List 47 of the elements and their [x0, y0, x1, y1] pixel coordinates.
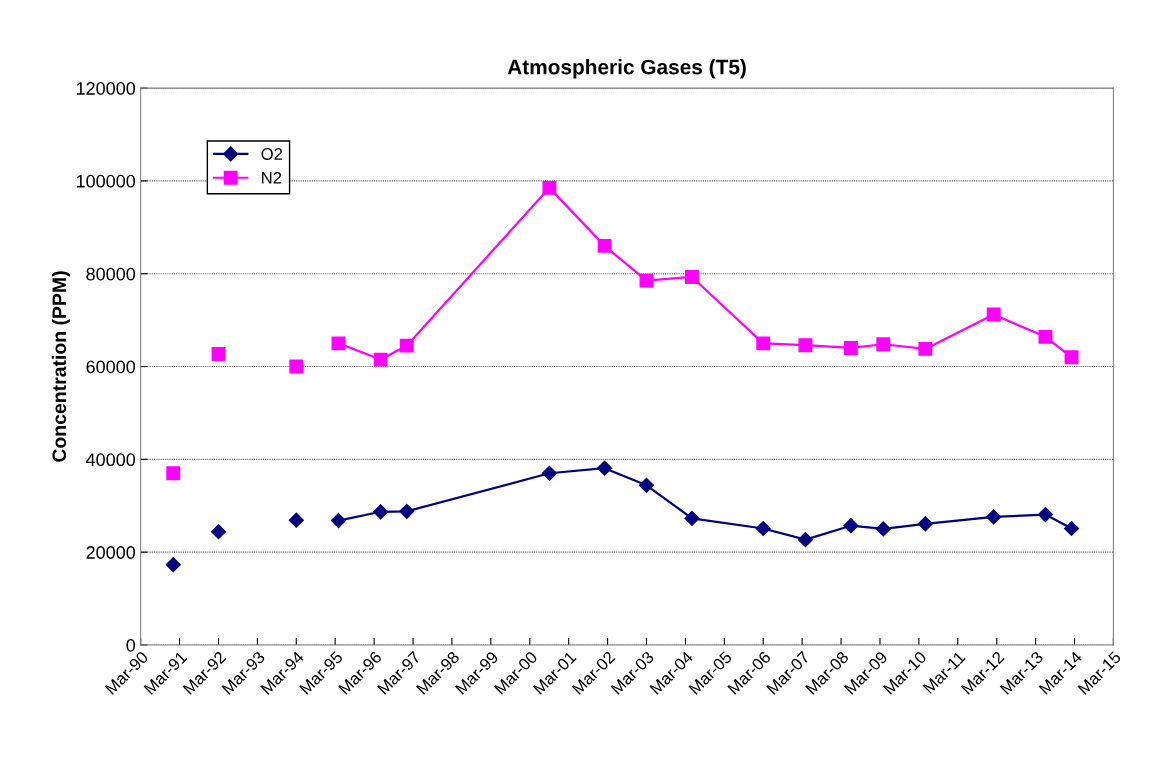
y-tick-label: 80000	[86, 267, 136, 281]
point	[597, 238, 612, 253]
point	[373, 504, 389, 520]
point	[331, 336, 346, 351]
point	[165, 557, 181, 573]
point	[876, 337, 891, 352]
point	[756, 336, 771, 351]
legend-label: O2	[261, 148, 283, 160]
y-tick-label: 0	[126, 638, 136, 652]
point	[597, 460, 613, 476]
point	[1038, 329, 1053, 344]
point	[1037, 506, 1054, 523]
y-tick-label: 120000	[76, 82, 136, 95]
point	[541, 465, 557, 481]
point	[684, 510, 700, 526]
point	[638, 477, 655, 493]
point	[843, 341, 858, 355]
point	[986, 307, 1001, 322]
point	[399, 503, 415, 519]
point	[542, 180, 557, 195]
point	[755, 520, 771, 537]
point	[288, 512, 304, 528]
y-tick-label: 20000	[86, 546, 136, 559]
point	[843, 518, 859, 534]
y-tick-label: 100000	[76, 174, 136, 188]
y-tick-label: 40000	[85, 453, 136, 467]
point	[639, 273, 654, 288]
chart-title: Atmospheric Gases (T5)	[507, 59, 746, 79]
point	[918, 341, 933, 356]
point	[986, 509, 1002, 525]
y-axis-title: Concentration (PPM)	[51, 271, 70, 462]
point	[289, 359, 304, 374]
point	[330, 513, 347, 529]
legend-label: N2	[262, 171, 282, 184]
point	[210, 524, 227, 540]
point	[211, 347, 226, 361]
point	[917, 516, 933, 532]
point	[399, 338, 414, 353]
y-tick-label: 60000	[86, 360, 136, 374]
point	[1064, 350, 1079, 365]
point	[685, 270, 699, 284]
point	[875, 521, 891, 537]
point	[166, 466, 181, 481]
point	[1063, 520, 1080, 537]
point	[798, 338, 813, 353]
point	[373, 352, 388, 367]
point	[797, 532, 813, 548]
